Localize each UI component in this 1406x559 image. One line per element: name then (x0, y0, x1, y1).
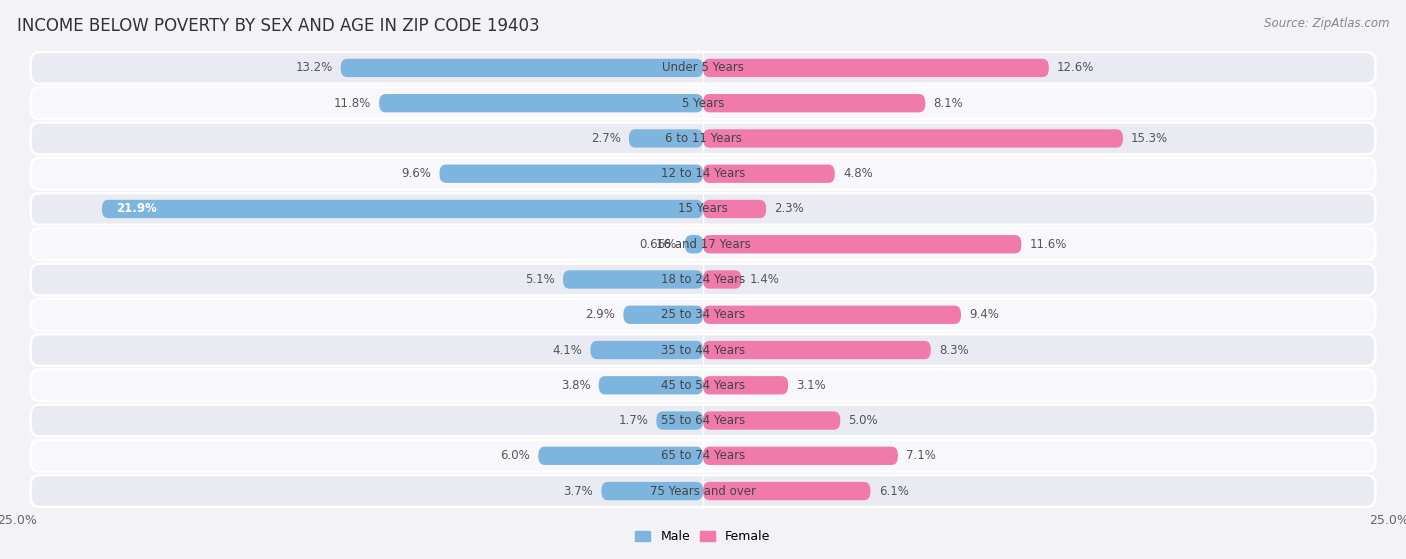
FancyBboxPatch shape (602, 482, 703, 500)
FancyBboxPatch shape (31, 334, 1375, 366)
Text: 75 Years and over: 75 Years and over (650, 485, 756, 498)
FancyBboxPatch shape (703, 235, 1021, 253)
FancyBboxPatch shape (562, 271, 703, 288)
Text: 3.8%: 3.8% (561, 379, 591, 392)
Text: 8.1%: 8.1% (934, 97, 963, 110)
Text: 9.6%: 9.6% (402, 167, 432, 180)
FancyBboxPatch shape (703, 271, 741, 288)
Text: 2.3%: 2.3% (775, 202, 804, 215)
Text: 7.1%: 7.1% (905, 449, 936, 462)
Text: 11.6%: 11.6% (1029, 238, 1067, 251)
FancyBboxPatch shape (703, 164, 835, 183)
Text: 15.3%: 15.3% (1132, 132, 1168, 145)
Text: 0.66%: 0.66% (640, 238, 676, 251)
Text: 6.0%: 6.0% (501, 449, 530, 462)
Text: 3.7%: 3.7% (564, 485, 593, 498)
FancyBboxPatch shape (703, 306, 960, 324)
FancyBboxPatch shape (623, 306, 703, 324)
Text: 35 to 44 Years: 35 to 44 Years (661, 344, 745, 357)
Text: 5.1%: 5.1% (524, 273, 555, 286)
Text: 2.7%: 2.7% (591, 132, 620, 145)
FancyBboxPatch shape (657, 411, 703, 430)
FancyBboxPatch shape (703, 59, 1049, 77)
FancyBboxPatch shape (703, 411, 841, 430)
FancyBboxPatch shape (31, 264, 1375, 295)
FancyBboxPatch shape (31, 440, 1375, 472)
FancyBboxPatch shape (703, 376, 789, 395)
FancyBboxPatch shape (599, 376, 703, 395)
Text: 9.4%: 9.4% (969, 308, 1000, 321)
FancyBboxPatch shape (703, 129, 1123, 148)
FancyBboxPatch shape (31, 475, 1375, 507)
FancyBboxPatch shape (703, 94, 925, 112)
FancyBboxPatch shape (685, 235, 703, 253)
FancyBboxPatch shape (380, 94, 703, 112)
FancyBboxPatch shape (103, 200, 703, 218)
FancyBboxPatch shape (31, 52, 1375, 84)
FancyBboxPatch shape (628, 129, 703, 148)
FancyBboxPatch shape (31, 122, 1375, 154)
Text: 6 to 11 Years: 6 to 11 Years (665, 132, 741, 145)
Text: 4.8%: 4.8% (844, 167, 873, 180)
Text: 45 to 54 Years: 45 to 54 Years (661, 379, 745, 392)
Text: 25 to 34 Years: 25 to 34 Years (661, 308, 745, 321)
FancyBboxPatch shape (703, 200, 766, 218)
Text: 65 to 74 Years: 65 to 74 Years (661, 449, 745, 462)
Text: 2.9%: 2.9% (585, 308, 616, 321)
Text: 8.3%: 8.3% (939, 344, 969, 357)
FancyBboxPatch shape (31, 193, 1375, 225)
Text: 11.8%: 11.8% (333, 97, 371, 110)
FancyBboxPatch shape (703, 447, 898, 465)
Text: Source: ZipAtlas.com: Source: ZipAtlas.com (1264, 17, 1389, 30)
Text: Under 5 Years: Under 5 Years (662, 61, 744, 74)
FancyBboxPatch shape (31, 299, 1375, 330)
Text: 13.2%: 13.2% (295, 61, 332, 74)
FancyBboxPatch shape (31, 158, 1375, 190)
Text: 18 to 24 Years: 18 to 24 Years (661, 273, 745, 286)
Text: 1.4%: 1.4% (749, 273, 779, 286)
Text: 12 to 14 Years: 12 to 14 Years (661, 167, 745, 180)
Text: 6.1%: 6.1% (879, 485, 908, 498)
Text: 4.1%: 4.1% (553, 344, 582, 357)
FancyBboxPatch shape (31, 405, 1375, 437)
Text: 55 to 64 Years: 55 to 64 Years (661, 414, 745, 427)
FancyBboxPatch shape (31, 229, 1375, 260)
FancyBboxPatch shape (340, 59, 703, 77)
Text: 21.9%: 21.9% (115, 202, 156, 215)
Text: 15 Years: 15 Years (678, 202, 728, 215)
Text: 16 and 17 Years: 16 and 17 Years (655, 238, 751, 251)
Text: 5 Years: 5 Years (682, 97, 724, 110)
FancyBboxPatch shape (440, 164, 703, 183)
Legend: Male, Female: Male, Female (630, 525, 776, 548)
FancyBboxPatch shape (31, 369, 1375, 401)
FancyBboxPatch shape (538, 447, 703, 465)
Text: 12.6%: 12.6% (1057, 61, 1094, 74)
Text: 5.0%: 5.0% (848, 414, 879, 427)
FancyBboxPatch shape (31, 87, 1375, 119)
Text: 3.1%: 3.1% (796, 379, 827, 392)
FancyBboxPatch shape (591, 341, 703, 359)
FancyBboxPatch shape (703, 341, 931, 359)
FancyBboxPatch shape (703, 482, 870, 500)
Text: 1.7%: 1.7% (619, 414, 648, 427)
Text: INCOME BELOW POVERTY BY SEX AND AGE IN ZIP CODE 19403: INCOME BELOW POVERTY BY SEX AND AGE IN Z… (17, 17, 540, 35)
